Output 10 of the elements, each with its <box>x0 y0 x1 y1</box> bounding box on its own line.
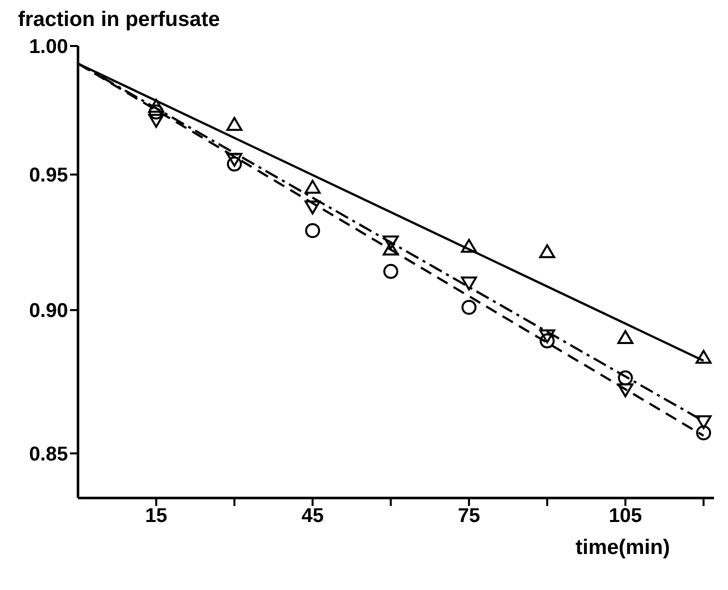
x-tick-label: 15 <box>145 505 168 528</box>
x-tick-label: 45 <box>301 505 324 528</box>
y-axis-title: fraction in perfusate <box>18 8 220 32</box>
x-tick-label: 75 <box>458 505 480 528</box>
y-tick-label: 0.90 <box>29 300 68 322</box>
x-axis-title: time(min) <box>576 536 670 559</box>
y-tick-label: 0.85 <box>29 443 68 466</box>
x-tick-label: 105 <box>608 505 642 528</box>
y-tick-label: 1.00 <box>29 36 68 58</box>
y-tick-label: 0.95 <box>29 164 68 187</box>
